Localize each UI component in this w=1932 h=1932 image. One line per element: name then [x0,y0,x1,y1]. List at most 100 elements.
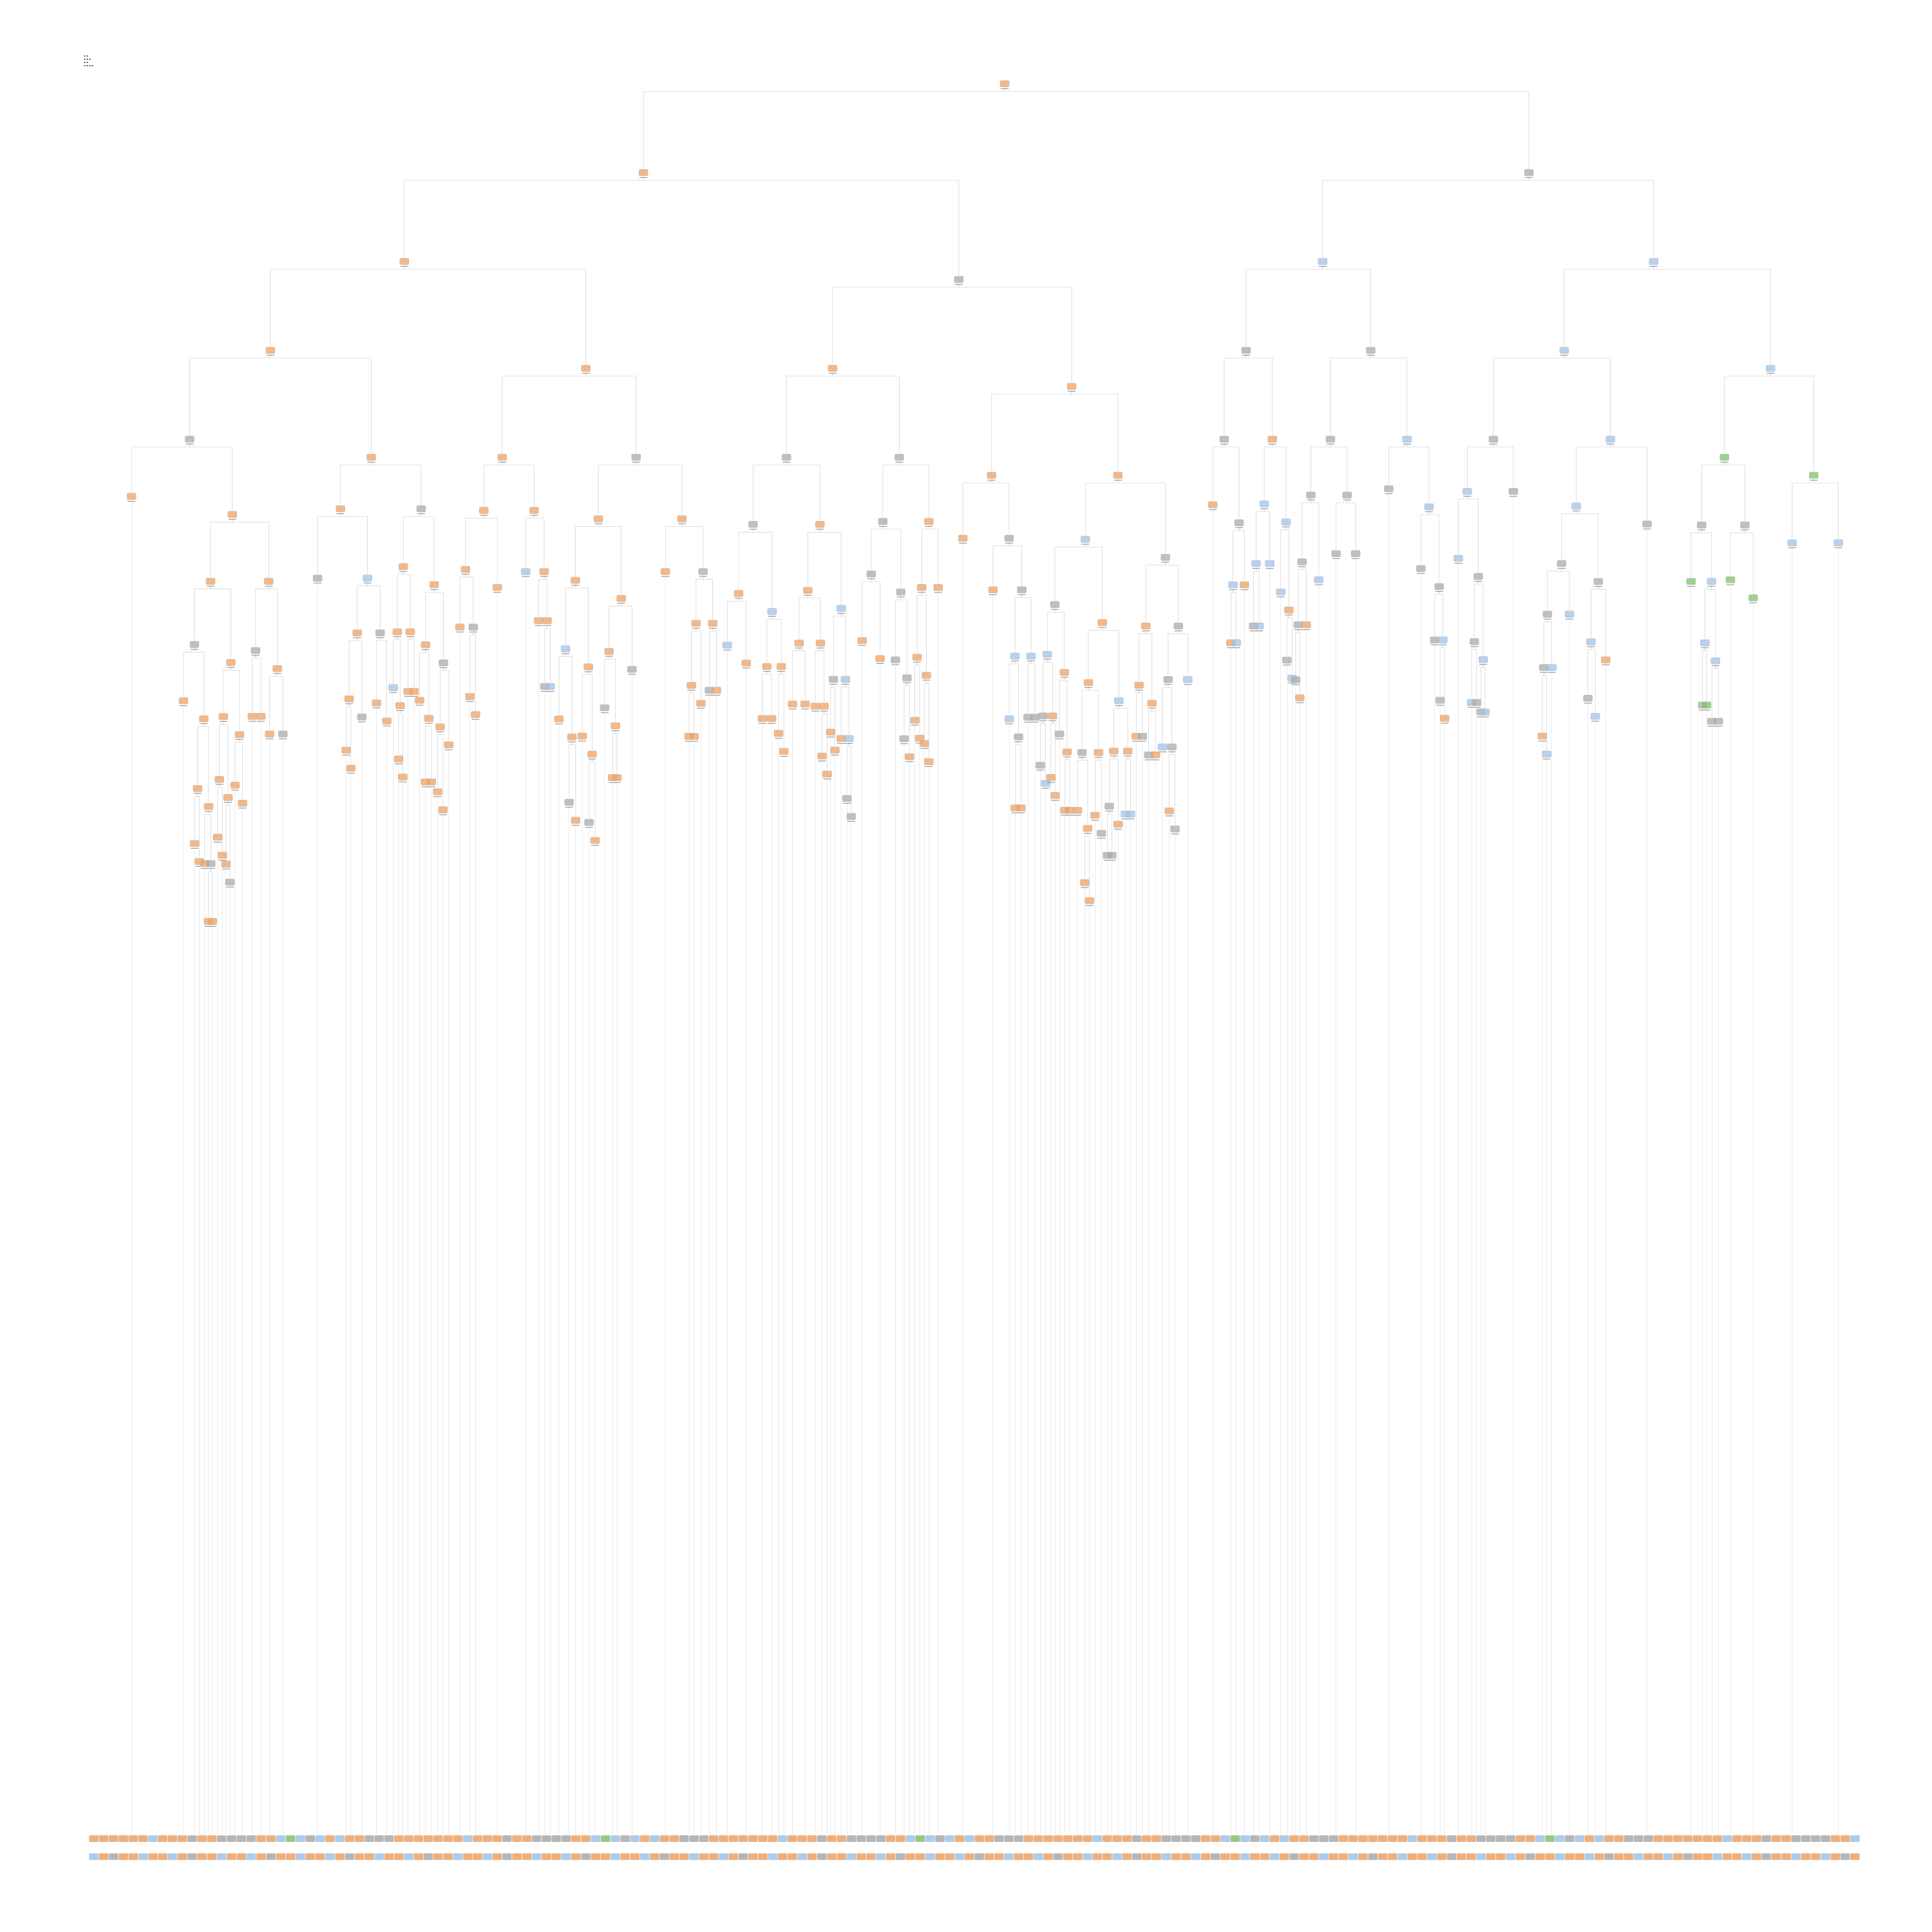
tree-edge [1330,354,1371,435]
leaf-node [846,1853,857,1861]
tree-node [126,493,137,500]
tree-edge [1813,479,1839,539]
tree-edge [1009,542,1022,586]
tree-edge [565,652,573,734]
tree-edge [1088,626,1103,679]
leaf-node [1200,1853,1211,1861]
tree-node [346,764,356,772]
tree-edge [738,528,753,590]
tree-edge [1302,565,1307,621]
leaf-node [1171,1835,1181,1842]
node-label-mark [1229,589,1237,591]
leaf-node [325,1835,335,1842]
tree-edge [604,655,610,705]
leaf-node [1614,1835,1624,1842]
tree-edge [1715,665,1719,717]
tree-edge [208,810,211,860]
tree-node [265,346,276,354]
node-label-mark [427,786,435,788]
leaf-node [1073,1835,1083,1842]
tree-edge [845,683,849,735]
node-label-mark [571,824,580,826]
node-label-mark [1454,562,1463,564]
tree-edge [1171,750,1175,826]
leaf-node [276,1853,286,1861]
leaf-node [1171,1853,1181,1861]
tree-node [1583,695,1593,702]
tree-edge [443,667,450,741]
tree-edge [1564,354,1611,435]
tree-edge [1081,756,1088,825]
tree-edge [1165,561,1179,623]
node-label-mark [1352,558,1360,559]
tree-edge [459,573,466,623]
node-label-mark [843,802,851,804]
tree-edge [340,512,368,574]
tree-edge [348,636,358,696]
leaf-node [89,1853,99,1861]
node-label-mark [692,627,700,629]
tree-node [1114,697,1124,705]
tree-edge [1168,683,1172,743]
tree-node [363,574,372,582]
leaf-node [1594,1835,1604,1842]
tree-edge [904,681,907,735]
tree-edge [437,730,440,788]
tree-edge [194,648,204,715]
tree-edge [1280,526,1287,589]
tree-node [766,715,777,723]
node-label-mark [1417,573,1425,574]
tree-edge [1113,755,1119,820]
tree-edge [1084,543,1103,619]
tree-edge [1702,647,1705,701]
tree-node [741,659,751,667]
tree-node [424,715,434,722]
node-label-mark [1276,596,1285,598]
tree-node [1134,681,1144,689]
leaf-node [945,1835,955,1842]
node-label-mark [207,867,215,869]
tree-node [1265,560,1274,567]
tree-edge [582,670,589,733]
node-label-mark [190,649,198,650]
tree-edge [569,741,573,799]
tree-edge [1298,565,1303,621]
tree-edge [1493,443,1514,488]
tree-edge [402,512,422,563]
node-label-mark [1098,627,1106,628]
tree-node [1282,656,1292,664]
legend-line: ▪ ▪ [84,54,88,57]
node-label-mark [1425,511,1434,513]
leaf-node [1594,1853,1604,1861]
tree-edge [1528,176,1654,258]
leaf-node [1732,1835,1742,1842]
node-label-mark [404,696,412,697]
tree-node [421,641,431,649]
leaf-node [1260,1835,1269,1842]
tree-node [438,806,448,813]
leaf-node [207,1835,217,1842]
leaf-node [393,1853,404,1861]
node-label-mark [788,708,797,710]
leaf-node [296,1835,305,1842]
leaf-node [1112,1853,1122,1861]
tree-edge [255,585,269,647]
leaf-node [1761,1835,1772,1842]
node-label-mark [1255,630,1264,632]
leaf-node [807,1853,817,1861]
tree-node [1318,258,1328,265]
leaf-node [935,1835,945,1842]
node-label-mark [421,649,430,650]
leaf-node [905,1835,915,1842]
tree-edge [1162,683,1169,743]
tree-edge [1253,567,1256,623]
node-label-mark [954,284,963,285]
leaf-node [1240,1853,1250,1861]
leaf-node [1014,1835,1024,1842]
tree-node [312,574,323,582]
tree-node [1470,638,1479,645]
leaf-node [758,1853,768,1861]
tree-edge [1118,705,1128,748]
legend-line: ▪ ▪ ▪ ▪ [84,64,93,67]
leaf-node [1230,1853,1240,1861]
